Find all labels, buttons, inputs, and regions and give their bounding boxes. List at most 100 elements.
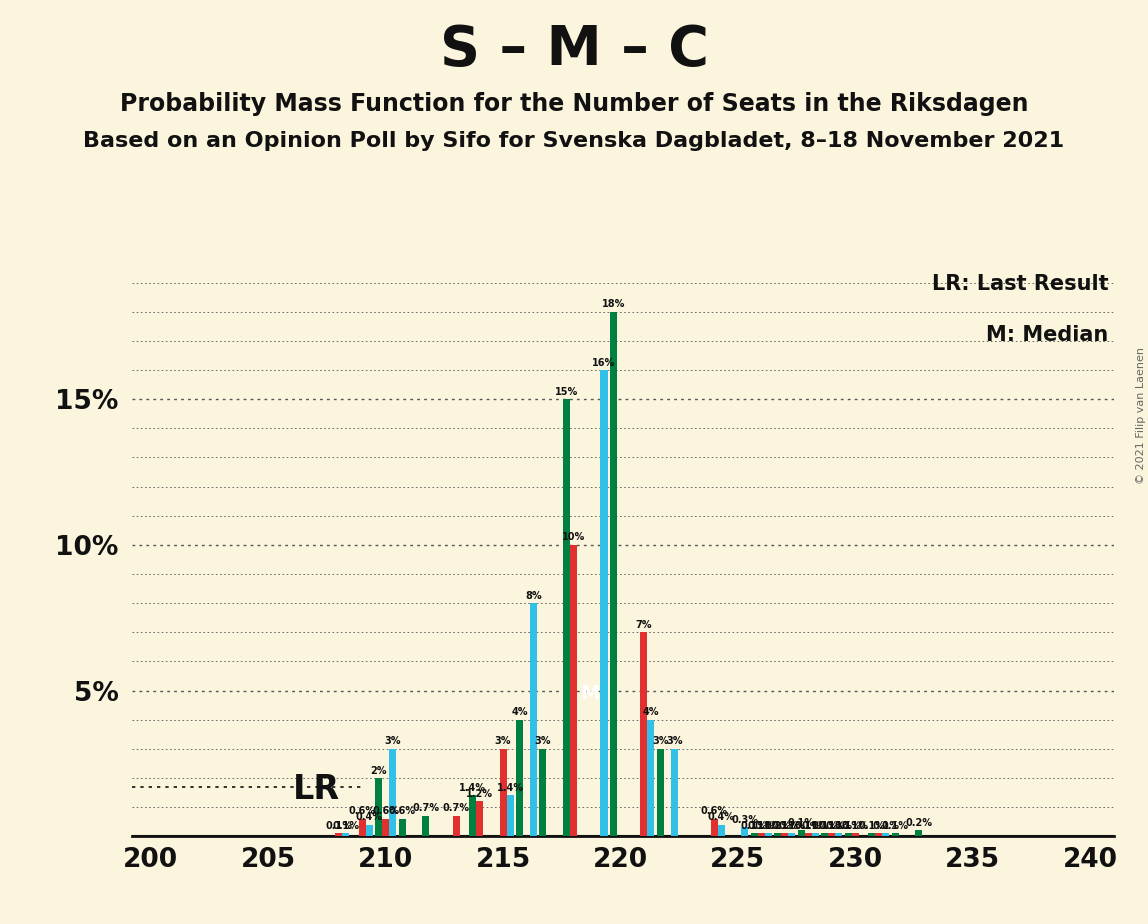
Text: 0.1%: 0.1% <box>801 821 829 831</box>
Bar <box>845 833 852 836</box>
Text: 0.3%: 0.3% <box>731 815 759 825</box>
Bar <box>852 833 859 836</box>
Text: 15%: 15% <box>554 387 579 396</box>
Text: 3%: 3% <box>385 736 401 747</box>
Bar <box>470 796 476 836</box>
Bar <box>358 819 366 836</box>
Text: 0.1%: 0.1% <box>747 821 775 831</box>
Text: 16%: 16% <box>592 358 615 368</box>
Text: 10%: 10% <box>561 532 585 542</box>
Text: 0.6%: 0.6% <box>349 807 375 817</box>
Bar <box>828 833 836 836</box>
Text: 0.1%: 0.1% <box>325 821 352 831</box>
Text: 1.4%: 1.4% <box>459 784 486 793</box>
Bar <box>805 833 812 836</box>
Bar <box>836 833 843 836</box>
Bar <box>758 833 765 836</box>
Text: 0.2%: 0.2% <box>905 818 932 828</box>
Bar <box>569 545 577 836</box>
Bar <box>647 720 654 836</box>
Text: 0.1%: 0.1% <box>882 821 909 831</box>
Bar <box>711 819 718 836</box>
Bar <box>563 399 569 836</box>
Text: 0.1%: 0.1% <box>841 821 869 831</box>
Text: 4%: 4% <box>511 708 528 717</box>
Bar <box>398 819 405 836</box>
Bar <box>718 824 724 836</box>
Bar <box>499 748 506 836</box>
Bar <box>782 833 789 836</box>
Bar <box>506 796 513 836</box>
Text: 4%: 4% <box>643 708 659 717</box>
Text: 0.4%: 0.4% <box>356 812 382 822</box>
Text: 8%: 8% <box>526 590 542 601</box>
Bar <box>670 748 678 836</box>
Bar <box>476 801 483 836</box>
Bar <box>452 816 459 836</box>
Text: 0.1%: 0.1% <box>812 821 838 831</box>
Bar <box>342 833 349 836</box>
Text: 0.1%: 0.1% <box>755 821 782 831</box>
Bar <box>751 833 758 836</box>
Text: 0.2%: 0.2% <box>765 821 791 831</box>
Bar <box>422 816 429 836</box>
Text: M: M <box>580 684 599 703</box>
Text: Probability Mass Function for the Number of Seats in the Riksdagen: Probability Mass Function for the Number… <box>119 92 1029 116</box>
Bar <box>530 603 537 836</box>
Text: M: Median: M: Median <box>986 324 1109 345</box>
Bar <box>335 833 342 836</box>
Bar <box>883 833 890 836</box>
Bar <box>375 778 382 836</box>
Bar <box>610 311 616 836</box>
Text: 1.2%: 1.2% <box>466 789 492 799</box>
Text: 0.1%: 0.1% <box>740 821 768 831</box>
Text: 3%: 3% <box>495 736 511 747</box>
Bar <box>657 748 664 836</box>
Bar <box>798 831 805 836</box>
Bar <box>765 833 771 836</box>
Text: S – M – C: S – M – C <box>440 23 708 77</box>
Text: LR: Last Result: LR: Last Result <box>932 274 1109 294</box>
Bar <box>366 824 373 836</box>
Text: 7%: 7% <box>636 620 652 630</box>
Text: 0.4%: 0.4% <box>708 812 735 822</box>
Text: 0.6%: 0.6% <box>372 807 400 817</box>
Text: 0.1%: 0.1% <box>859 821 885 831</box>
Text: 0.1%: 0.1% <box>819 821 845 831</box>
Bar <box>515 720 523 836</box>
Text: 1.4%: 1.4% <box>497 784 523 793</box>
Bar <box>641 632 647 836</box>
Bar <box>821 833 828 836</box>
Bar <box>774 833 782 836</box>
Text: 3%: 3% <box>535 736 551 747</box>
Bar <box>789 833 796 836</box>
Text: 0.6%: 0.6% <box>701 807 728 817</box>
Text: 0.1%: 0.1% <box>794 821 822 831</box>
Text: 0.1%: 0.1% <box>788 818 815 828</box>
Text: 0.1%: 0.1% <box>771 821 798 831</box>
Text: © 2021 Filip van Laenen: © 2021 Filip van Laenen <box>1135 347 1146 484</box>
Text: LR: LR <box>293 773 340 806</box>
Bar <box>868 833 875 836</box>
Bar <box>892 833 899 836</box>
Text: 0.7%: 0.7% <box>443 804 470 813</box>
Text: 0.7%: 0.7% <box>412 804 439 813</box>
Text: 3%: 3% <box>652 736 668 747</box>
Text: 0.6%: 0.6% <box>388 807 416 817</box>
Text: 3%: 3% <box>666 736 683 747</box>
Bar <box>742 828 748 836</box>
Text: 0.1%: 0.1% <box>825 821 852 831</box>
Text: 2%: 2% <box>371 766 387 775</box>
Bar <box>875 833 883 836</box>
Text: 0.1%: 0.1% <box>332 821 359 831</box>
Bar <box>915 831 922 836</box>
Bar <box>540 748 546 836</box>
Text: 0.1%: 0.1% <box>835 821 862 831</box>
Bar <box>600 370 607 836</box>
Bar <box>382 819 389 836</box>
Text: Based on an Opinion Poll by Sifo for Svenska Dagbladet, 8–18 November 2021: Based on an Opinion Poll by Sifo for Sve… <box>84 131 1064 152</box>
Text: 0.1%: 0.1% <box>778 821 806 831</box>
Text: 18%: 18% <box>602 299 625 310</box>
Bar <box>389 748 396 836</box>
Text: 0.1%: 0.1% <box>872 821 899 831</box>
